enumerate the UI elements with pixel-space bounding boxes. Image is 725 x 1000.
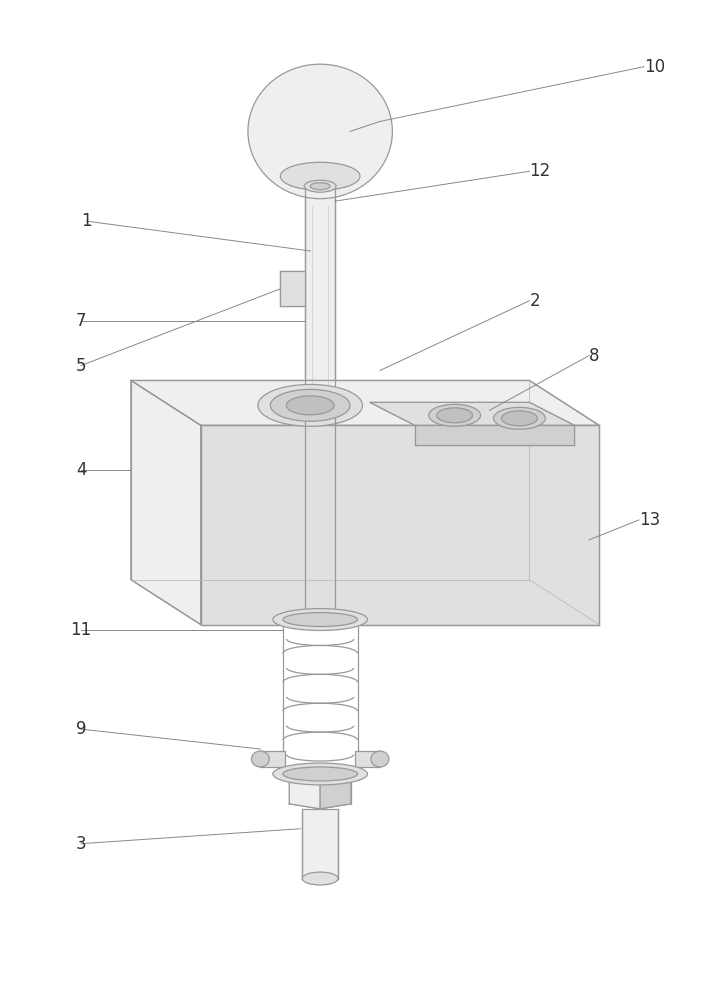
Text: 1: 1 [80,212,91,230]
Text: 9: 9 [76,720,86,738]
Ellipse shape [286,396,334,415]
Ellipse shape [248,64,392,199]
Ellipse shape [371,751,389,767]
Ellipse shape [289,764,351,784]
Polygon shape [281,271,305,306]
Ellipse shape [273,609,368,630]
Text: 12: 12 [529,162,550,180]
Ellipse shape [283,767,357,781]
Ellipse shape [310,183,330,190]
Ellipse shape [494,407,545,429]
Polygon shape [355,751,380,767]
Text: 7: 7 [76,312,86,330]
Ellipse shape [428,404,481,426]
Ellipse shape [302,872,338,885]
Polygon shape [201,425,599,625]
Text: 11: 11 [70,621,91,639]
Ellipse shape [436,408,473,423]
Polygon shape [289,774,320,809]
Polygon shape [131,380,599,425]
Ellipse shape [304,180,336,192]
Ellipse shape [283,613,357,627]
Text: 3: 3 [76,835,86,853]
Ellipse shape [258,384,362,426]
Ellipse shape [502,411,537,426]
Text: 5: 5 [76,357,86,375]
Polygon shape [370,402,574,425]
Polygon shape [415,425,574,445]
Text: 10: 10 [644,58,665,76]
Text: 8: 8 [589,347,600,365]
Ellipse shape [273,763,368,785]
Ellipse shape [270,389,350,421]
Polygon shape [305,186,335,410]
Polygon shape [260,751,286,767]
Polygon shape [302,809,338,879]
Text: 4: 4 [76,461,86,479]
Ellipse shape [252,751,270,767]
Polygon shape [320,774,351,809]
Text: 2: 2 [529,292,540,310]
Ellipse shape [281,162,360,190]
Polygon shape [131,380,201,625]
Text: 13: 13 [639,511,660,529]
